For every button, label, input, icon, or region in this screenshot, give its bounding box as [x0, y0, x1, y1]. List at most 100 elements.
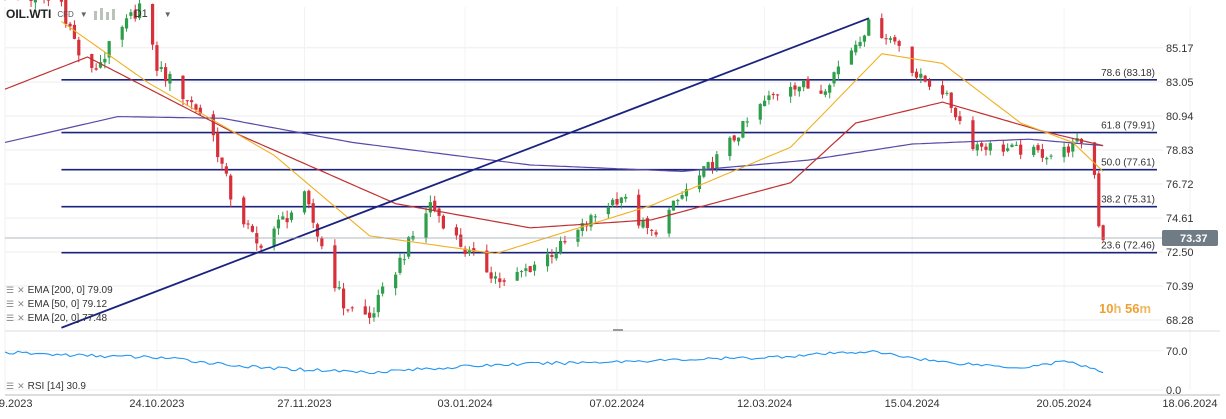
candle — [220, 157, 224, 171]
candle-body — [1001, 144, 1005, 152]
candle-body — [884, 38, 888, 40]
candle-body — [806, 78, 810, 89]
candle-body — [259, 245, 263, 248]
settings-icon[interactable]: ☰ — [6, 299, 15, 309]
ema50-line — [4, 56, 1104, 229]
candle-body — [515, 272, 519, 281]
candle-body — [914, 71, 919, 78]
close-icon[interactable]: ✕ — [17, 285, 25, 295]
symbol-label[interactable]: OIL.WTI — [6, 7, 52, 21]
candle-body — [77, 39, 81, 56]
candle — [33, 0, 37, 9]
candle — [624, 193, 628, 203]
candle-body — [858, 41, 862, 47]
candle — [363, 299, 367, 315]
candle-body — [368, 312, 372, 318]
candle-body — [276, 219, 281, 229]
candle — [975, 141, 979, 156]
candle-body — [758, 104, 762, 120]
timeframe-label[interactable]: D1 — [133, 8, 148, 20]
candle — [1092, 142, 1097, 179]
y-tick-label: 83.05 — [1166, 77, 1194, 89]
candle — [867, 17, 871, 37]
candle — [46, 0, 51, 7]
candle — [1010, 143, 1014, 148]
candle — [320, 236, 324, 250]
chart-type-icon[interactable] — [93, 8, 118, 20]
candle-body — [940, 85, 945, 95]
candle — [606, 202, 610, 219]
countdown-minutes-unit: m — [1139, 301, 1152, 316]
candle-body — [433, 200, 437, 211]
candle-body — [958, 116, 962, 121]
candle-body — [285, 218, 289, 223]
x-tick-label: 03.01.2024 — [438, 398, 493, 410]
fibonacci-levels: 78.6 (83.18) 61.8 (79.91) 50.0 (77.61) 38.2… — [61, 68, 1157, 254]
candle-body — [919, 73, 923, 78]
candle — [276, 215, 281, 235]
candle-body — [832, 72, 836, 84]
settings-icon[interactable]: ☰ — [6, 313, 15, 323]
candle-body — [333, 245, 337, 289]
close-icon[interactable]: ✕ — [17, 381, 25, 391]
settings-icon[interactable]: ☰ — [6, 285, 15, 295]
candle — [120, 25, 124, 48]
timeframe-dropdown-icon[interactable]: ▼ — [163, 9, 172, 19]
candle-body — [1066, 146, 1071, 153]
legend-ema200-label: EMA [200, 0] 79.09 — [27, 285, 113, 296]
candle — [1036, 143, 1040, 153]
trendline — [61, 17, 870, 329]
candle — [728, 136, 732, 161]
candle — [832, 71, 836, 87]
candle — [372, 307, 376, 322]
candle — [337, 280, 341, 291]
candle-body — [363, 306, 367, 315]
candle — [927, 77, 932, 91]
candle — [619, 196, 623, 209]
candle-body — [64, 0, 68, 25]
candle-body — [641, 220, 645, 228]
candle-body — [155, 45, 159, 71]
candle-body — [1019, 144, 1023, 155]
candle-body — [454, 227, 459, 236]
candle-body — [59, 0, 64, 2]
candle-body — [129, 12, 133, 16]
candle-body — [107, 41, 111, 58]
candle — [802, 79, 806, 92]
candle-body — [888, 38, 893, 40]
symbol-dropdown-icon[interactable]: ▼ — [79, 9, 88, 19]
candle-body — [341, 288, 346, 309]
candle — [394, 272, 398, 296]
candle — [940, 79, 945, 99]
candle-body — [1062, 146, 1066, 158]
candle-body — [745, 121, 749, 123]
candle-body — [927, 80, 932, 87]
settings-icon[interactable]: ☰ — [6, 381, 15, 391]
candle-body — [676, 200, 680, 202]
candle-body — [190, 100, 194, 103]
candle — [789, 82, 793, 103]
candle — [341, 282, 346, 316]
candle — [72, 20, 77, 40]
ema200-line — [4, 115, 1104, 173]
candle-body — [467, 249, 472, 254]
close-icon[interactable]: ✕ — [17, 299, 25, 309]
candle-body — [776, 94, 780, 96]
candle — [532, 261, 537, 276]
candle-body — [519, 271, 524, 273]
candle — [528, 266, 532, 273]
close-icon[interactable]: ✕ — [17, 313, 25, 323]
candle-body — [710, 162, 715, 170]
candle — [163, 63, 168, 87]
candle-body — [650, 229, 654, 231]
candle-body — [880, 18, 884, 39]
candle — [90, 53, 94, 73]
legend-ema50: ☰ ✕ EMA [50, 0] 79.12 — [6, 299, 107, 310]
candle — [398, 252, 402, 275]
candle-body — [181, 75, 185, 100]
candle-body — [1036, 145, 1040, 151]
candle-body — [762, 100, 767, 107]
candle-body — [910, 46, 914, 73]
candle — [515, 267, 519, 281]
